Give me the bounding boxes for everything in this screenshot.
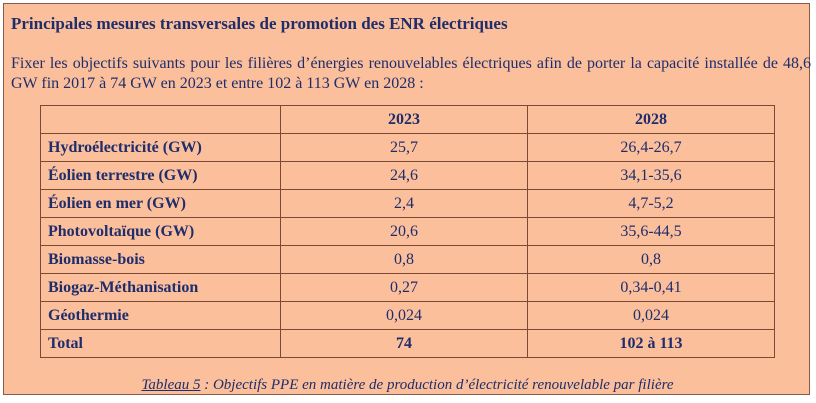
box-title: Principales mesures transversales de pro… [11, 14, 508, 33]
row-label: Biogaz-Méthanisation [40, 273, 281, 302]
value-2028: 34,1-35,6 [527, 161, 775, 190]
header-2028: 2028 [527, 105, 775, 134]
table-row: Géothermie 0,024 0,024 [40, 301, 775, 330]
table-row: Biogaz-Méthanisation 0,27 0,34-0,41 [40, 273, 775, 302]
value-2023: 0,27 [280, 273, 528, 302]
table-row: Biomasse-bois 0,8 0,8 [40, 245, 775, 274]
table-header-row: 2023 2028 [40, 105, 775, 134]
value-2028: 35,6-44,5 [527, 217, 775, 246]
value-2028: 0,024 [527, 301, 775, 330]
total-2028: 102 à 113 [527, 329, 775, 358]
row-label: Éolien en mer (GW) [40, 189, 281, 218]
value-2023: 25,7 [280, 133, 528, 162]
row-label: Hydroélectricité (GW) [40, 133, 281, 162]
value-2023: 0,8 [280, 245, 528, 274]
intro-paragraph: Fixer les objectifs suivants pour les fi… [11, 55, 811, 92]
table-row: Éolien terrestre (GW) 24,6 34,1-35,6 [40, 161, 775, 190]
value-2023: 24,6 [280, 161, 528, 190]
table-row: Photovoltaïque (GW) 20,6 35,6-44,5 [40, 217, 775, 246]
value-2023: 0,024 [280, 301, 528, 330]
row-label: Photovoltaïque (GW) [40, 217, 281, 246]
value-2028: 26,4-26,7 [527, 133, 775, 162]
row-label: Géothermie [40, 301, 281, 330]
table-row: Hydroélectricité (GW) 25,7 26,4-26,7 [40, 133, 775, 162]
caption-text: : Objectifs PPE en matière de production… [200, 377, 674, 393]
caption-reference: Tableau 5 [141, 377, 201, 393]
total-row: Total 74 102 à 113 [40, 329, 775, 358]
value-2028: 4,7-5,2 [527, 189, 775, 218]
row-label: Éolien terrestre (GW) [40, 161, 281, 190]
table-row: Éolien en mer (GW) 2,4 4,7-5,2 [40, 189, 775, 218]
value-2028: 0,8 [527, 245, 775, 274]
total-label: Total [40, 329, 281, 358]
table-caption: Tableau 5 : Objectifs PPE en matière de … [4, 377, 811, 394]
measures-box: Principales mesures transversales de pro… [3, 3, 811, 395]
value-2023: 20,6 [280, 217, 528, 246]
total-2023: 74 [280, 329, 528, 358]
header-empty-cell [40, 105, 281, 134]
row-label: Biomasse-bois [40, 245, 281, 274]
value-2023: 2,4 [280, 189, 528, 218]
header-2023: 2023 [280, 105, 528, 134]
ppe-objectives-table: 2023 2028 Hydroélectricité (GW) 25,7 26,… [40, 105, 775, 358]
value-2028: 0,34-0,41 [527, 273, 775, 302]
